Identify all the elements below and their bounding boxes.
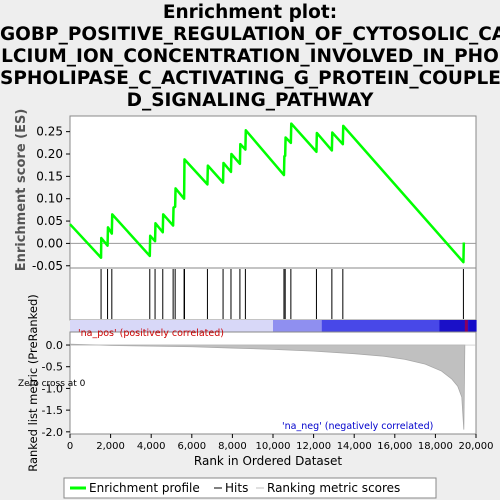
chart-title-line-3: LCIUM_ION_CONCENTRATION_INVOLVED_IN_PHO (1, 46, 499, 67)
es-y-axis-label: Enrichment score (ES) (14, 109, 29, 272)
rank-y-tick-label: -1.5 (42, 404, 63, 417)
rank-band-block (321, 320, 440, 332)
rank-y-tick-label: 0.0 (46, 339, 64, 352)
x-ticks: 0 2,000 4,000 6,000 8,000 10,000 12,000 14,000 1… (67, 434, 494, 452)
x-tick-label: 20,000 (459, 441, 494, 452)
es-y-tick-label: 0.15 (36, 169, 63, 183)
x-tick-label: 8,000 (218, 441, 247, 452)
legend-enrichment-label: Enrichment profile (89, 481, 200, 495)
x-tick-label: 0 (67, 441, 73, 452)
rank-y-tick-label: -1.0 (42, 382, 63, 395)
x-tick-label: 18,000 (418, 441, 453, 452)
legend (63, 477, 437, 499)
enrichment-profile (69, 122, 466, 264)
ranking-metric-area (69, 343, 466, 430)
rank-y-axis-label: Ranked list metric (PreRanked) (26, 294, 40, 472)
x-tick-label: 6,000 (177, 441, 206, 452)
x-axis-label: Rank in Ordered Dataset (194, 454, 342, 468)
zero-cross-label: Zero cross at 0 (18, 379, 86, 389)
ranking-metric (69, 343, 476, 430)
rank-band-block (439, 320, 465, 332)
chart-title-line-4: SPHOLIPASE_C_ACTIVATING_G_PROTEIN_COUPLE (0, 68, 500, 89)
rank-band-block (273, 320, 322, 332)
rank-y-tick-label: -2.0 (42, 426, 63, 439)
es-plot-area (69, 115, 477, 269)
es-y-tick-label: 0.10 (36, 192, 63, 206)
x-tick-label: 14,000 (337, 441, 372, 452)
x-tick-label: 10,000 (256, 441, 291, 452)
rank-band-block (70, 320, 273, 332)
enrichment-profile-line (69, 122, 466, 264)
es-y-tick-label: 0.05 (36, 214, 63, 228)
x-tick-label: 2,000 (96, 441, 125, 452)
es-y-ticks: -0.05 0.00 0.05 0.10 0.15 0.20 0.25 (32, 125, 70, 273)
legend-hits-label: Hits (225, 481, 248, 495)
x-tick-label: 4,000 (137, 441, 166, 452)
rank-y-ticks: 0.0 -0.5 -1.0 -1.5 -2.0 (42, 339, 70, 439)
es-y-tick-label: 0.00 (36, 236, 63, 250)
chart-title-line-2: GOBP_POSITIVE_REGULATION_OF_CYTOSOLIC_CA (0, 24, 500, 45)
rank-band-segment (469, 320, 477, 332)
x-tick-label: 12,000 (296, 441, 331, 452)
neg-correlated-label: 'na_neg' (negatively correlated) (282, 421, 433, 432)
rank-color-band (70, 320, 477, 332)
es-y-tick-label: 0.20 (36, 147, 63, 161)
es-y-tick-label: 0.25 (36, 125, 63, 139)
chart-title: Enrichment plot: GOBP_POSITIVE_REGULATIO… (0, 2, 500, 112)
rank-band-block (464, 320, 468, 332)
rank-y-tick-label: -0.5 (42, 361, 63, 374)
pos-correlated-label: 'na_pos' (positively correlated) (78, 328, 224, 339)
hit-marks (100, 269, 464, 319)
x-tick-label: 16,000 (377, 441, 412, 452)
chart-title-line-5: D_SIGNALING_PATHWAY (126, 90, 374, 111)
chart-title-line-1: Enrichment plot: (162, 2, 338, 23)
legend-ranking-label: Ranking metric scores (267, 481, 400, 495)
hits-panel (69, 267, 477, 321)
es-y-tick-label: -0.05 (32, 259, 63, 273)
